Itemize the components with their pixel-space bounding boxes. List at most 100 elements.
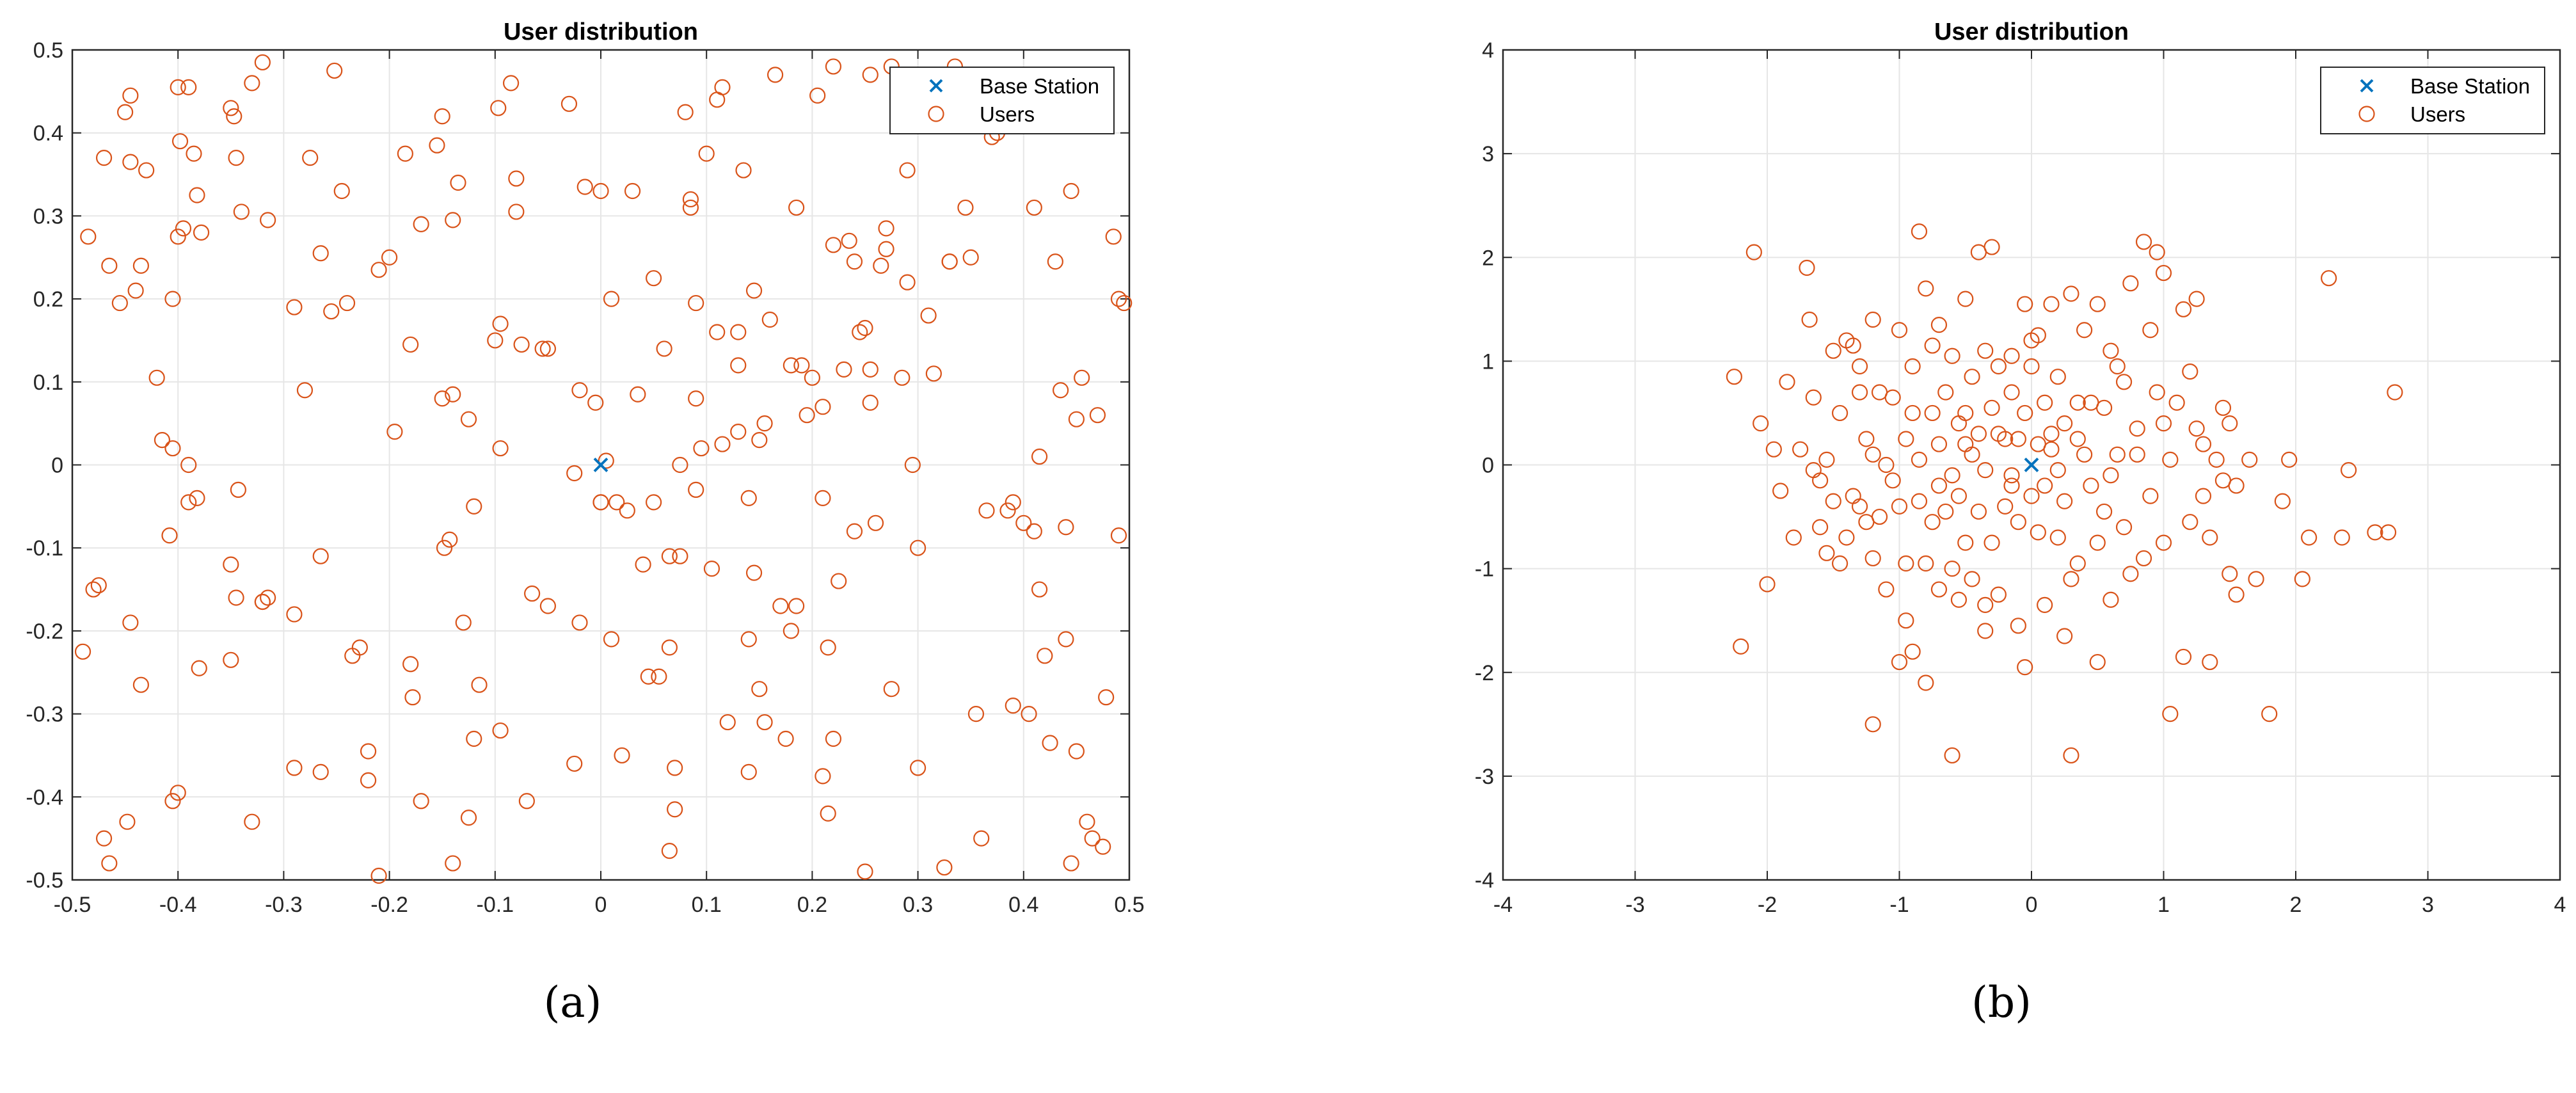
y-tick-label: 0.4 [33,122,63,146]
user-point [645,270,662,287]
user-point [883,681,900,698]
user-point [1818,545,1835,561]
user-point [603,291,620,307]
user-point [703,561,720,577]
user-point [2155,534,2172,551]
y-tick-label: 4 [1482,38,1494,63]
user-point [2076,322,2093,339]
user-point [1997,498,2014,515]
user-point [1918,280,1934,297]
user-point [1015,515,1032,531]
user-point [1779,374,1795,390]
user-point [1765,441,1782,458]
user-point [260,212,276,228]
user-point [127,282,144,299]
user-point [2023,488,2040,504]
user-point [2135,550,2152,567]
user-point [719,714,736,731]
user-point [2294,571,2310,587]
user-point [688,390,704,407]
user-point [1898,612,1914,629]
user-point [487,332,504,349]
user-point [2109,446,2126,463]
user-point [587,394,604,411]
user-point [1818,451,1835,468]
user-point [640,668,656,685]
user-point [2129,420,2145,437]
user-point [445,386,461,403]
x-tick-label: 0 [2026,893,2038,917]
user-point [2049,369,2066,385]
user-point [1990,358,2007,375]
user-point [164,440,181,457]
user-point [460,810,477,826]
user-point [740,490,757,506]
axes-frame [71,49,1131,881]
user-point [788,199,805,216]
user-point [2202,529,2218,546]
user-point [1079,813,1095,830]
user-point [1825,342,1841,359]
chart-title: User distribution [1934,19,2129,45]
user-point [1005,698,1021,714]
legend-label-users: Users [2410,102,2465,126]
user-point [466,498,482,515]
x-tick-label: -0.1 [477,893,514,917]
user-point [2175,648,2192,666]
user-point [1871,508,1888,525]
user-point [228,589,244,606]
user-point [1977,623,1994,639]
user-point [745,564,763,581]
user-point [2155,264,2172,282]
user-point [603,631,620,648]
user-point [436,539,453,556]
user-point [122,614,139,631]
base-station-point-stroke [2024,458,2039,472]
user-point [1058,519,1074,536]
user-point [1924,337,1941,354]
user-point [909,760,926,776]
user-point [95,830,113,847]
user-point [1733,638,1749,655]
user-point [2162,451,2179,468]
user-point [404,689,421,706]
user-point [2142,322,2159,339]
user-point [2188,420,2205,437]
user-point [524,585,541,602]
user-point [2195,488,2212,504]
user-point [460,411,477,427]
user-point [1058,631,1074,648]
user-point [2023,358,2040,375]
user-point [260,589,276,606]
legend-label-users: Users [980,102,1035,126]
user-point [1845,337,1861,354]
x-tick-label: -4 [1493,893,1513,917]
user-point [967,705,985,722]
user-point [2115,374,2133,390]
user-point [117,104,134,120]
user-point [2182,514,2198,531]
user-point [867,515,884,531]
y-tick-label: -0.5 [26,868,63,893]
user-point [561,95,578,112]
user-point [1898,555,1914,572]
user-point [1063,855,1079,872]
user-point [1984,399,2000,416]
user-point [1851,358,1868,375]
user-point [714,436,731,452]
user-point [862,67,879,83]
user-point [1026,199,1042,216]
user-point [95,150,113,166]
user-point [2103,591,2119,608]
user-point [1042,735,1058,751]
chart-panel-a: -0.5 -0.4 -0.3 -0.2 -0.1 0 0.1 0.2 0.3 0.4 0.5 -0.5… [26,19,1144,917]
user-point [402,336,419,353]
legend-box [889,67,1115,134]
user-point [1878,581,1895,598]
user-point [1984,239,2000,255]
user-point [751,431,768,449]
user-point [1964,369,1980,385]
user-point [2208,451,2225,468]
y-tick-label: -0.4 [26,785,63,810]
